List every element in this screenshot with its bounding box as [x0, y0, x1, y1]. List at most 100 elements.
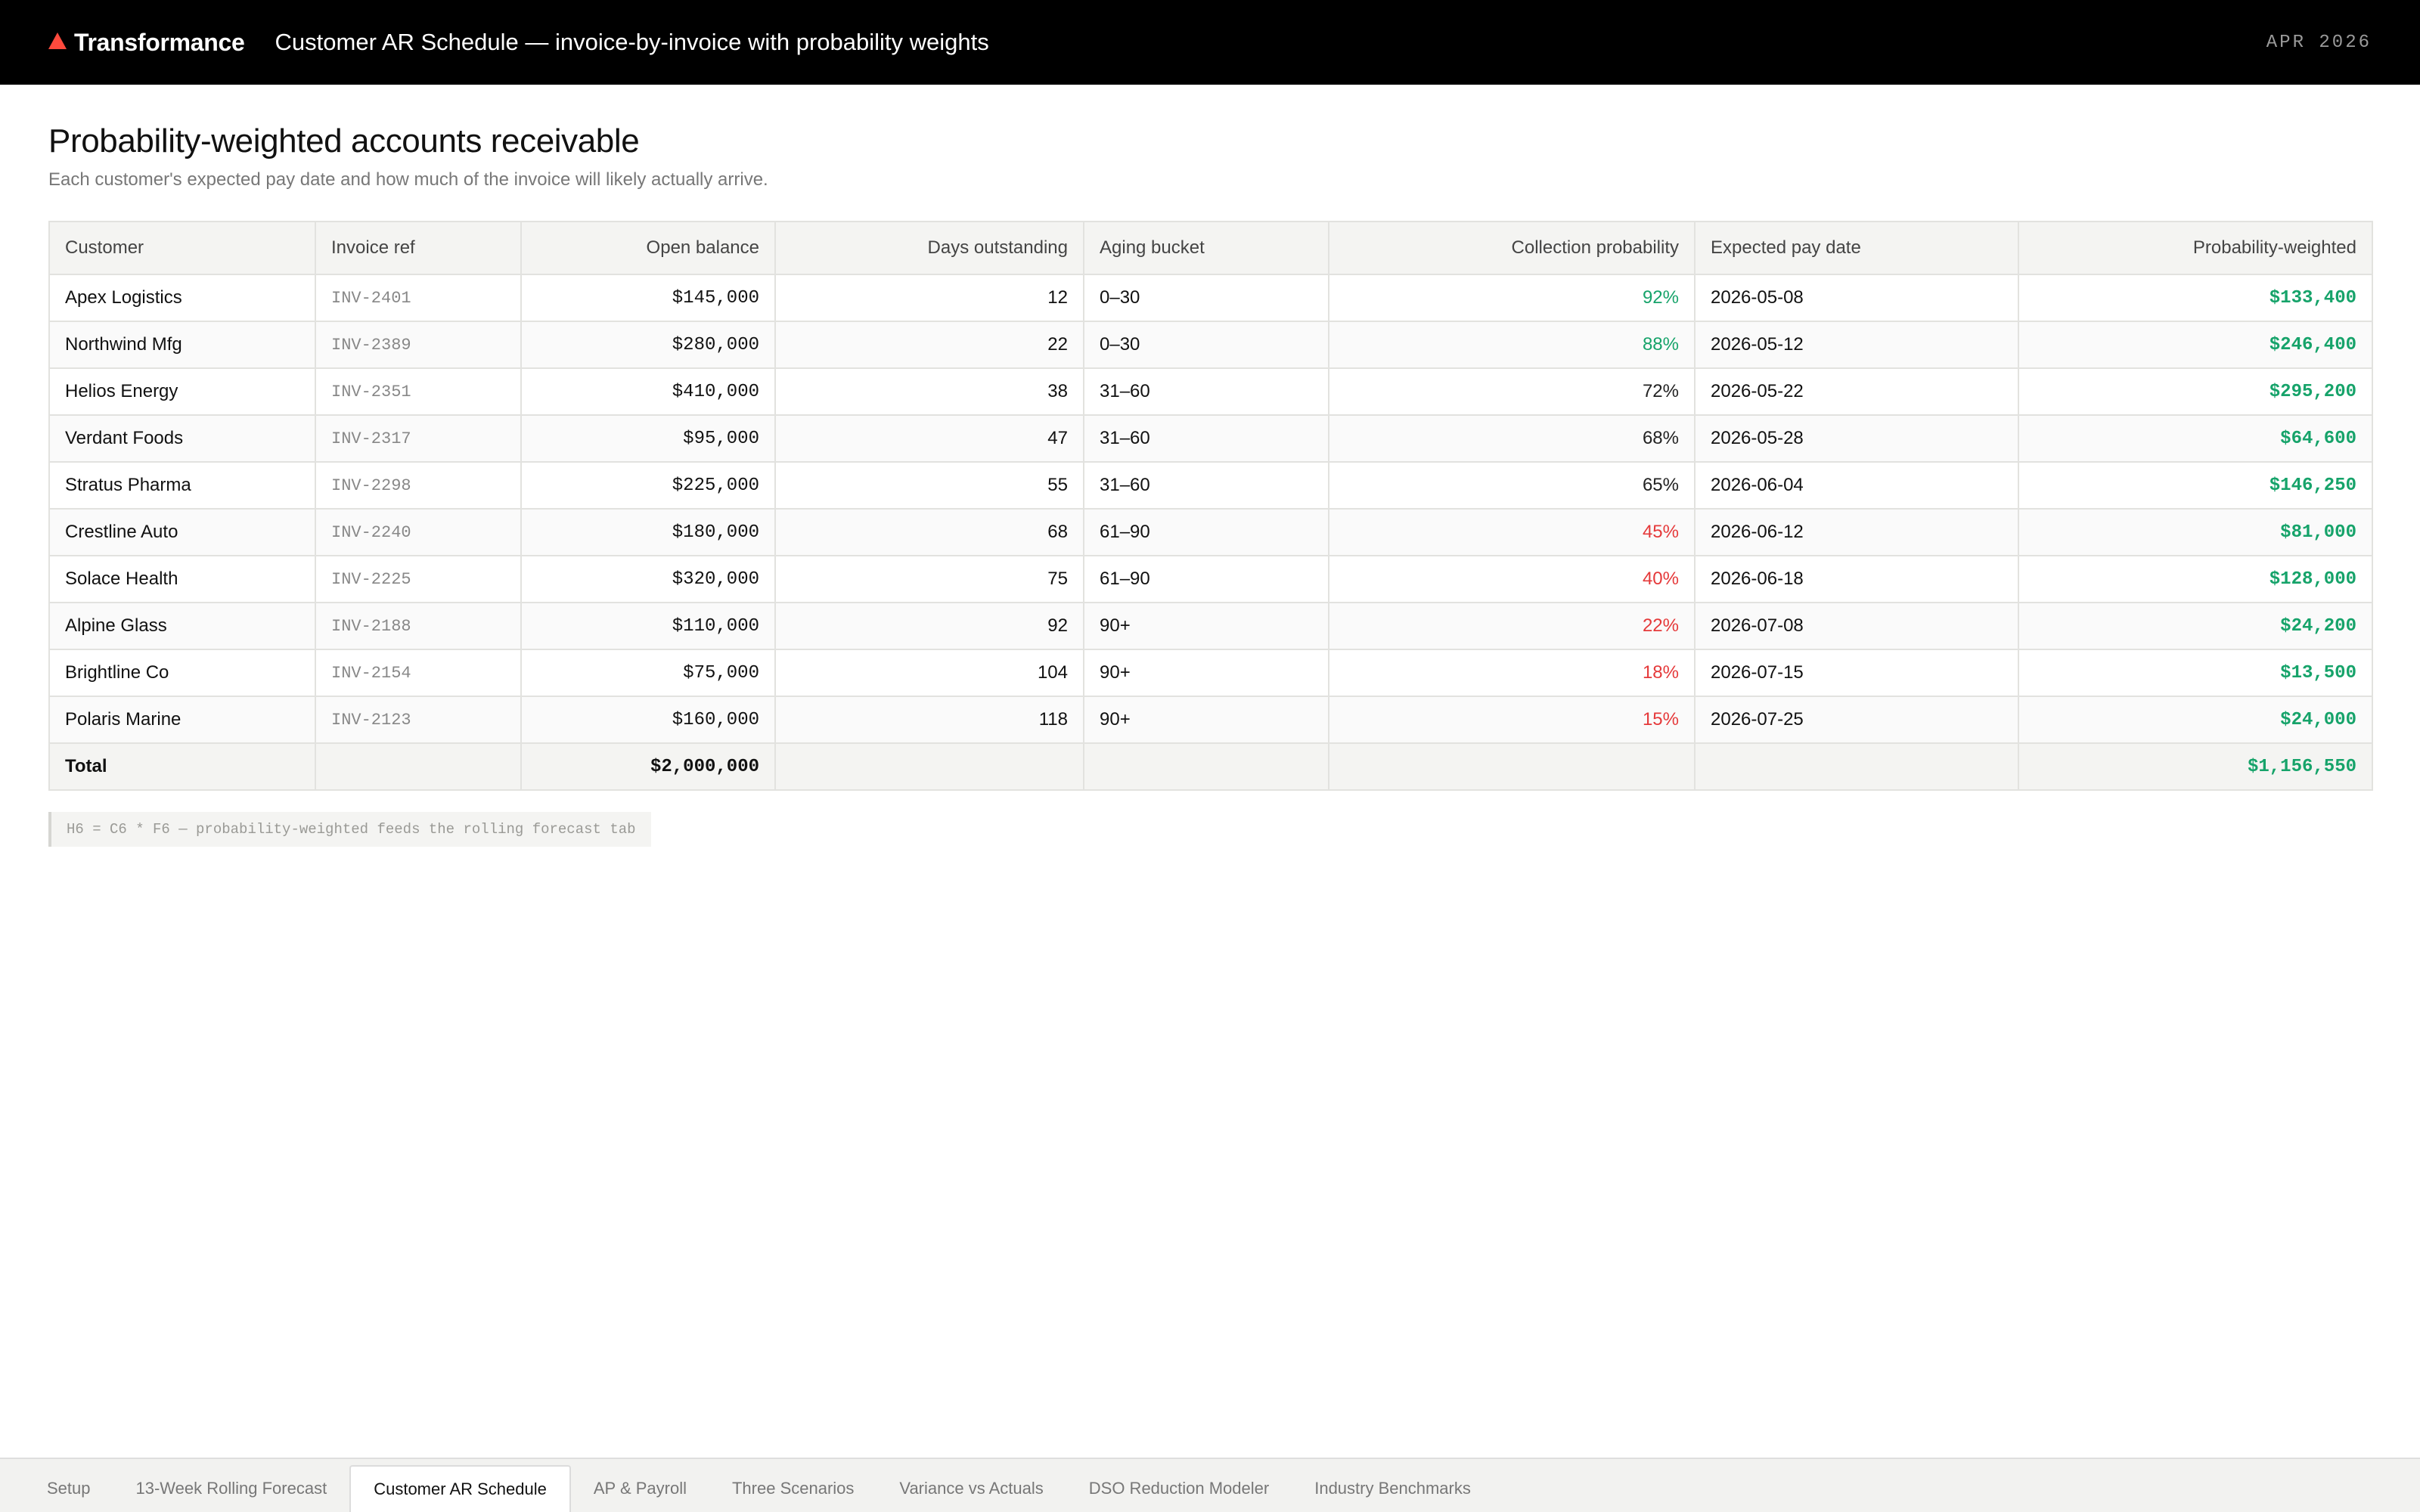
- days-outstanding-cell[interactable]: 47: [774, 414, 1084, 463]
- expected-pay-date-cell[interactable]: 2026-07-25: [1694, 696, 2019, 744]
- aging-bucket-cell[interactable]: 0–30: [1083, 321, 1329, 369]
- brand-logo[interactable]: Transformance: [48, 29, 245, 57]
- open-balance-cell[interactable]: $225,000: [520, 461, 776, 510]
- customer-cell[interactable]: Alpine Glass: [48, 602, 316, 650]
- tab-dso-reduction-modeler[interactable]: DSO Reduction Modeler: [1088, 1479, 1270, 1498]
- expected-pay-date-cell[interactable]: 2026-05-28: [1694, 414, 2019, 463]
- collection-probability-cell[interactable]: 65%: [1328, 461, 1696, 510]
- customer-cell[interactable]: Helios Energy: [48, 367, 316, 416]
- days-outstanding-cell[interactable]: 22: [774, 321, 1084, 369]
- customer-cell[interactable]: Crestline Auto: [48, 508, 316, 556]
- expected-pay-date-cell[interactable]: 2026-07-08: [1694, 602, 2019, 650]
- days-outstanding-cell[interactable]: 55: [774, 461, 1084, 510]
- probability-weighted-cell[interactable]: $246,400: [2018, 321, 2373, 369]
- collection-probability-cell[interactable]: 45%: [1328, 508, 1696, 556]
- days-outstanding-cell[interactable]: 75: [774, 555, 1084, 603]
- expected-pay-date-cell[interactable]: 2026-06-04: [1694, 461, 2019, 510]
- collection-probability-cell[interactable]: 92%: [1328, 274, 1696, 322]
- probability-weighted-cell[interactable]: $24,000: [2018, 696, 2373, 744]
- days-outstanding-cell[interactable]: 92: [774, 602, 1084, 650]
- tab-customer-ar-schedule[interactable]: Customer AR Schedule: [349, 1465, 571, 1512]
- total-label[interactable]: Total: [48, 742, 316, 791]
- aging-bucket-cell[interactable]: 90+: [1083, 649, 1329, 697]
- invoice-ref-cell[interactable]: INV-2240: [315, 508, 522, 556]
- aging-bucket-cell[interactable]: 31–60: [1083, 414, 1329, 463]
- probability-weighted-cell[interactable]: $81,000: [2018, 508, 2373, 556]
- invoice-ref-cell[interactable]: INV-2317: [315, 414, 522, 463]
- invoice-ref-cell[interactable]: INV-2123: [315, 696, 522, 744]
- open-balance-cell[interactable]: $110,000: [520, 602, 776, 650]
- days-outstanding-cell[interactable]: 38: [774, 367, 1084, 416]
- invoice-ref-cell[interactable]: INV-2401: [315, 274, 522, 322]
- tab-ap-payroll[interactable]: AP & Payroll: [593, 1479, 687, 1498]
- total-empty-cell[interactable]: [1694, 742, 2019, 791]
- expected-pay-date-cell[interactable]: 2026-05-12: [1694, 321, 2019, 369]
- collection-probability-cell[interactable]: 22%: [1328, 602, 1696, 650]
- aging-bucket-cell[interactable]: 31–60: [1083, 461, 1329, 510]
- expected-pay-date-cell[interactable]: 2026-07-15: [1694, 649, 2019, 697]
- customer-cell[interactable]: Northwind Mfg: [48, 321, 316, 369]
- tab-13-week-rolling-forecast[interactable]: 13-Week Rolling Forecast: [135, 1479, 327, 1498]
- tab-setup[interactable]: Setup: [47, 1479, 91, 1498]
- open-balance-cell[interactable]: $280,000: [520, 321, 776, 369]
- column-header-aging-bucket[interactable]: Aging bucket: [1083, 221, 1329, 275]
- invoice-ref-cell[interactable]: INV-2351: [315, 367, 522, 416]
- collection-probability-cell[interactable]: 88%: [1328, 321, 1696, 369]
- invoice-ref-cell[interactable]: INV-2298: [315, 461, 522, 510]
- probability-weighted-cell[interactable]: $128,000: [2018, 555, 2373, 603]
- probability-weighted-cell[interactable]: $295,200: [2018, 367, 2373, 416]
- expected-pay-date-cell[interactable]: 2026-06-18: [1694, 555, 2019, 603]
- tab-variance-vs-actuals[interactable]: Variance vs Actuals: [899, 1479, 1044, 1498]
- open-balance-cell[interactable]: $320,000: [520, 555, 776, 603]
- customer-cell[interactable]: Stratus Pharma: [48, 461, 316, 510]
- collection-probability-cell[interactable]: 15%: [1328, 696, 1696, 744]
- total-empty-cell[interactable]: [1083, 742, 1329, 791]
- days-outstanding-cell[interactable]: 68: [774, 508, 1084, 556]
- invoice-ref-cell[interactable]: INV-2225: [315, 555, 522, 603]
- probability-weighted-cell[interactable]: $146,250: [2018, 461, 2373, 510]
- expected-pay-date-cell[interactable]: 2026-05-08: [1694, 274, 2019, 322]
- column-header-invoice-ref[interactable]: Invoice ref: [315, 221, 522, 275]
- open-balance-cell[interactable]: $180,000: [520, 508, 776, 556]
- column-header-open-balance[interactable]: Open balance: [520, 221, 776, 275]
- collection-probability-cell[interactable]: 40%: [1328, 555, 1696, 603]
- invoice-ref-cell[interactable]: INV-2154: [315, 649, 522, 697]
- expected-pay-date-cell[interactable]: 2026-05-22: [1694, 367, 2019, 416]
- column-header-expected-pay-date[interactable]: Expected pay date: [1694, 221, 2019, 275]
- open-balance-cell[interactable]: $410,000: [520, 367, 776, 416]
- invoice-ref-cell[interactable]: INV-2389: [315, 321, 522, 369]
- aging-bucket-cell[interactable]: 61–90: [1083, 508, 1329, 556]
- aging-bucket-cell[interactable]: 90+: [1083, 602, 1329, 650]
- open-balance-cell[interactable]: $145,000: [520, 274, 776, 322]
- tab-industry-benchmarks[interactable]: Industry Benchmarks: [1314, 1479, 1471, 1498]
- probability-weighted-cell[interactable]: $133,400: [2018, 274, 2373, 322]
- customer-cell[interactable]: Solace Health: [48, 555, 316, 603]
- total-open-balance[interactable]: $2,000,000: [520, 742, 776, 791]
- aging-bucket-cell[interactable]: 0–30: [1083, 274, 1329, 322]
- aging-bucket-cell[interactable]: 90+: [1083, 696, 1329, 744]
- total-empty-cell[interactable]: [315, 742, 522, 791]
- days-outstanding-cell[interactable]: 104: [774, 649, 1084, 697]
- open-balance-cell[interactable]: $95,000: [520, 414, 776, 463]
- collection-probability-cell[interactable]: 72%: [1328, 367, 1696, 416]
- collection-probability-cell[interactable]: 68%: [1328, 414, 1696, 463]
- total-probability-weighted[interactable]: $1,156,550: [2018, 742, 2373, 791]
- open-balance-cell[interactable]: $160,000: [520, 696, 776, 744]
- tab-three-scenarios[interactable]: Three Scenarios: [731, 1479, 855, 1498]
- customer-cell[interactable]: Brightline Co: [48, 649, 316, 697]
- probability-weighted-cell[interactable]: $24,200: [2018, 602, 2373, 650]
- days-outstanding-cell[interactable]: 12: [774, 274, 1084, 322]
- column-header-collection-probability[interactable]: Collection probability: [1328, 221, 1696, 275]
- customer-cell[interactable]: Verdant Foods: [48, 414, 316, 463]
- probability-weighted-cell[interactable]: $13,500: [2018, 649, 2373, 697]
- days-outstanding-cell[interactable]: 118: [774, 696, 1084, 744]
- aging-bucket-cell[interactable]: 61–90: [1083, 555, 1329, 603]
- customer-cell[interactable]: Polaris Marine: [48, 696, 316, 744]
- column-header-days-outstanding[interactable]: Days outstanding: [774, 221, 1084, 275]
- total-empty-cell[interactable]: [1328, 742, 1696, 791]
- column-header-probability-weighted[interactable]: Probability-weighted: [2018, 221, 2373, 275]
- invoice-ref-cell[interactable]: INV-2188: [315, 602, 522, 650]
- total-empty-cell[interactable]: [774, 742, 1084, 791]
- open-balance-cell[interactable]: $75,000: [520, 649, 776, 697]
- customer-cell[interactable]: Apex Logistics: [48, 274, 316, 322]
